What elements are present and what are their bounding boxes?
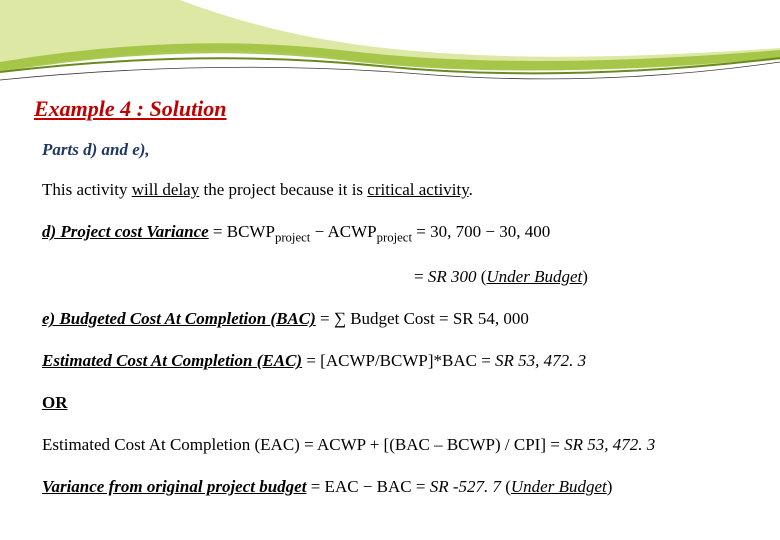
under-budget-text: Under Budget	[486, 267, 582, 286]
text: = BCWP	[209, 222, 275, 241]
part-d-result: = SR 300 (Under Budget)	[34, 267, 746, 287]
parts-subtitle: Parts d) and e),	[42, 140, 746, 160]
sub: project	[275, 230, 310, 244]
pcv-label: d) Project cost Variance	[42, 222, 209, 241]
text: =	[414, 267, 428, 286]
slide-content: Example 4 : Solution Parts d) and e), Th…	[0, 0, 780, 497]
result-value: SR 300	[428, 267, 477, 286]
activity-statement: This activity will delay the project bec…	[42, 180, 746, 200]
under-budget-text-2: Under Budget	[511, 477, 607, 496]
text: )	[582, 267, 588, 286]
text: = 30, 700 − 30, 400	[412, 222, 550, 241]
text: = EAC − BAC =	[306, 477, 429, 496]
text: = [ACWP/BCWP]*BAC =	[302, 351, 495, 370]
or-text: OR	[42, 393, 68, 412]
will-delay-text: will delay	[132, 180, 200, 199]
text: This activity	[42, 180, 132, 199]
critical-activity-text: critical activity	[367, 180, 468, 199]
eac-equation-2: Estimated Cost At Completion (EAC) = ACW…	[42, 435, 746, 455]
text: .	[469, 180, 473, 199]
variance-line: Variance from original project budget = …	[42, 477, 746, 497]
text: Estimated Cost At Completion (EAC) = ACW…	[42, 435, 564, 454]
slide-title: Example 4 : Solution	[34, 96, 746, 122]
text: the project because it is	[199, 180, 367, 199]
bac-label: e) Budgeted Cost At Completion (BAC)	[42, 309, 316, 328]
eac-value-2: SR 53, 472. 3	[564, 435, 655, 454]
text: = ∑ Budget Cost = SR 54, 000	[316, 309, 529, 328]
eac-value-1: SR 53, 472. 3	[495, 351, 586, 370]
or-separator: OR	[42, 393, 746, 413]
variance-value: SR -527. 7	[430, 477, 501, 496]
text: )	[607, 477, 613, 496]
text: (	[476, 267, 486, 286]
text: (	[501, 477, 511, 496]
eac-equation-1: Estimated Cost At Completion (EAC) = [AC…	[42, 351, 746, 371]
variance-label: Variance from original project budget	[42, 477, 306, 496]
text: − ACWP	[310, 222, 376, 241]
eac-label: Estimated Cost At Completion (EAC)	[42, 351, 302, 370]
part-e-bac: e) Budgeted Cost At Completion (BAC) = ∑…	[42, 309, 746, 329]
part-d-equation: d) Project cost Variance = BCWPproject −…	[42, 222, 746, 245]
sub: project	[377, 230, 412, 244]
